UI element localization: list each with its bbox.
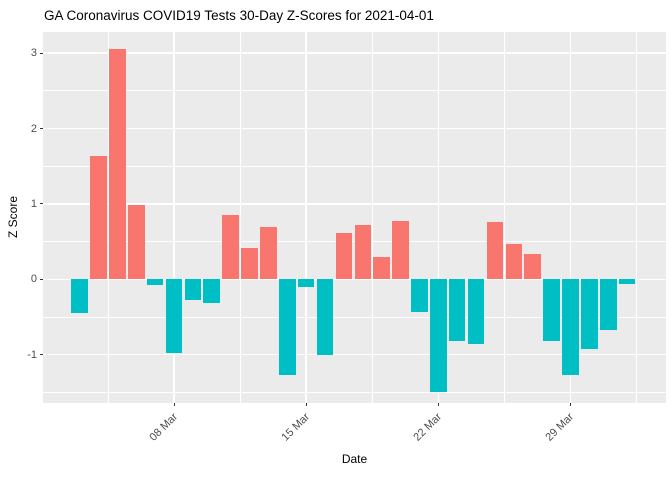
minor-gridline-v (239, 32, 241, 403)
y-tick-label: 3 (30, 47, 37, 60)
bar-22-mar (430, 279, 447, 393)
major-gridline-v (305, 32, 307, 403)
minor-gridline-h (43, 392, 666, 393)
major-gridline-v (569, 32, 572, 403)
bar-29-mar (562, 279, 579, 376)
major-gridline-v (173, 32, 175, 403)
x-tick-label-text: 15 Mar (279, 410, 313, 444)
plot-panel (43, 32, 666, 403)
y-tick-label: 1 (30, 197, 37, 210)
major-gridline-h (43, 278, 666, 281)
bar-05-mar (109, 48, 126, 280)
bar-08-mar (165, 279, 183, 354)
chart-title: GA Coronavirus COVID19 Tests 30-Day Z-Sc… (44, 8, 434, 23)
y-tick-mark (40, 354, 43, 356)
major-gridline-v (437, 32, 440, 403)
bar-23-mar (448, 279, 466, 342)
bar-10-mar (203, 279, 221, 304)
bar-21-mar (411, 279, 428, 312)
x-tick-label-text: 29 Mar (543, 410, 577, 444)
y-tick-mark (40, 52, 43, 54)
y-tick-label: 2 (30, 122, 37, 135)
major-gridline-h (43, 52, 666, 54)
minor-gridline-h (43, 90, 666, 92)
bar-11-mar (222, 215, 239, 280)
bar-25-mar (486, 222, 504, 280)
major-gridline-h (43, 127, 666, 130)
bar-27-mar (524, 253, 541, 280)
x-tick-mark (305, 403, 307, 406)
x-tick-mark (173, 403, 175, 406)
minor-gridline-v (107, 32, 109, 403)
bar-06-mar (127, 204, 145, 280)
x-tick-label: 15 Mar (228, 409, 312, 444)
x-axis-title: Date (341, 452, 368, 466)
minor-gridline-v (371, 32, 373, 403)
bar-18-mar (354, 225, 372, 280)
y-tick-label: -1 (27, 348, 37, 361)
bar-24-mar (467, 279, 485, 345)
bar-15-mar (297, 279, 315, 287)
minor-gridline-h (43, 165, 666, 167)
bar-30-mar (581, 279, 598, 350)
bar-09-mar (184, 279, 202, 300)
y-tick-label: 0 (30, 273, 37, 286)
x-tick-label: 08 Mar (96, 409, 180, 444)
x-tick-label: 22 Mar (360, 409, 444, 444)
bar-04-mar (90, 156, 107, 280)
major-gridline-h (43, 203, 666, 205)
minor-gridline-v (636, 32, 637, 403)
bar-14-mar (278, 279, 296, 376)
bar-01-apr (618, 279, 636, 284)
bar-16-mar (316, 279, 334, 356)
x-tick-label-text: 08 Mar (147, 410, 180, 444)
y-tick-mark (40, 203, 43, 205)
y-axis-title: Z Score (6, 196, 20, 239)
minor-gridline-h (43, 316, 666, 318)
bar-07-mar (146, 279, 164, 286)
bar-28-mar (543, 279, 560, 342)
major-gridline-h (43, 353, 666, 356)
bar-26-mar (505, 243, 523, 280)
bar-13-mar (260, 227, 277, 280)
y-tick-mark (40, 278, 43, 280)
minor-gridline-v (504, 32, 505, 403)
bar-20-mar (392, 220, 409, 280)
x-tick-mark (569, 403, 571, 406)
bar-19-mar (373, 257, 390, 280)
y-tick-mark (40, 128, 43, 130)
bar-17-mar (335, 232, 353, 280)
x-tick-label: 29 Mar (492, 409, 577, 444)
x-tick-mark (437, 403, 439, 406)
x-tick-label-text: 22 Mar (411, 410, 445, 444)
bar-31-mar (599, 279, 617, 330)
bar-03-mar (71, 279, 88, 314)
bar-12-mar (241, 248, 258, 280)
